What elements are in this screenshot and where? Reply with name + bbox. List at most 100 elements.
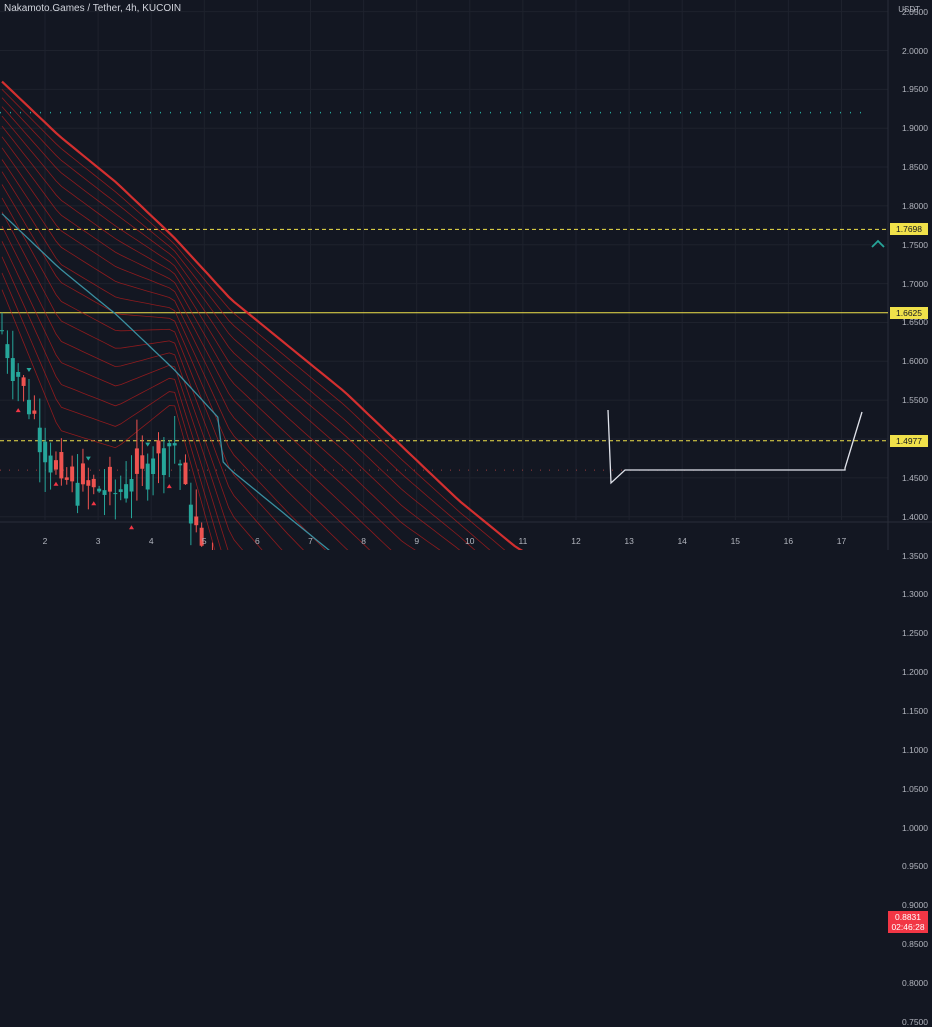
y-tick-label: 0.8000 bbox=[902, 977, 928, 988]
ma-ribbon-line bbox=[1, 211, 283, 550]
candle-body bbox=[113, 493, 118, 495]
y-tick-label: 1.3000 bbox=[902, 589, 928, 600]
x-tick-label: 3 bbox=[95, 536, 101, 546]
chart-title: Nakamoto.Games / Tether, 4h, KUCOIN bbox=[4, 3, 182, 14]
sell-signal-marker bbox=[15, 408, 21, 413]
x-tick-label: 4 bbox=[148, 536, 154, 546]
ma-ribbon-line bbox=[1, 136, 416, 550]
candle-body bbox=[10, 358, 15, 381]
x-tick-label: 12 bbox=[571, 536, 581, 546]
chevron-up-icon[interactable] bbox=[870, 236, 886, 252]
ma-ribbon-line bbox=[1, 80, 524, 550]
buy-signal-marker bbox=[26, 367, 32, 372]
y-tick-label: 1.9000 bbox=[902, 123, 928, 134]
candle-body bbox=[64, 477, 69, 480]
y-tick-label: 1.7000 bbox=[902, 278, 928, 289]
candle-body bbox=[145, 463, 150, 490]
y-tick-label: 1.2000 bbox=[902, 667, 928, 678]
current-price: 0.8831 bbox=[895, 912, 921, 923]
x-tick-label: 9 bbox=[414, 536, 420, 546]
y-tick-label: 1.4500 bbox=[902, 472, 928, 483]
y-tick-label: 1.4000 bbox=[902, 511, 928, 522]
candle-body bbox=[26, 399, 31, 415]
ma-ribbon-line bbox=[1, 241, 244, 550]
candle-body bbox=[43, 441, 48, 463]
candle-body bbox=[107, 466, 112, 492]
candle-body bbox=[199, 527, 204, 546]
candle-body bbox=[188, 504, 193, 524]
y-tick-label: 0.8500 bbox=[902, 939, 928, 950]
x-tick-label: 7 bbox=[308, 536, 313, 546]
candle-body bbox=[37, 427, 42, 453]
y-tick-label: 1.3500 bbox=[902, 550, 928, 561]
candle-body bbox=[102, 490, 107, 495]
ma-ribbon-line bbox=[1, 289, 216, 550]
candle-body bbox=[167, 443, 172, 447]
level-badge: 1.4977 bbox=[890, 434, 928, 447]
sell-signal-marker bbox=[129, 525, 135, 530]
x-tick-label: 10 bbox=[465, 536, 475, 546]
ma-ribbon-line bbox=[1, 89, 506, 550]
candle-body bbox=[48, 455, 53, 473]
ma-ribbon-line bbox=[1, 115, 461, 550]
x-tick-label: 5 bbox=[201, 536, 207, 546]
candle-body bbox=[91, 478, 96, 488]
y-tick-label: 0.7500 bbox=[902, 1016, 928, 1027]
y-tick-label: 1.1000 bbox=[902, 744, 928, 755]
y-tick-label: 1.9500 bbox=[902, 84, 928, 95]
y-tick-label: 1.6500 bbox=[902, 317, 928, 328]
ma-ribbon-line bbox=[1, 147, 392, 550]
candle-body bbox=[151, 458, 156, 474]
candle-body bbox=[161, 448, 166, 476]
candle-body bbox=[194, 516, 199, 526]
candle-body bbox=[140, 455, 145, 469]
candle-body bbox=[129, 479, 134, 492]
candle-body bbox=[80, 463, 85, 485]
ma-ribbon-line bbox=[1, 226, 263, 550]
sell-signal-marker bbox=[53, 481, 59, 486]
buy-signal-marker bbox=[85, 456, 91, 461]
ma-ribbon-line bbox=[1, 97, 491, 550]
candle-body bbox=[53, 460, 58, 470]
candle-body bbox=[134, 448, 139, 474]
ma-ribbon-line bbox=[1, 106, 476, 550]
sell-signal-marker bbox=[91, 501, 97, 506]
price-chart[interactable] bbox=[0, 0, 932, 550]
ma-ribbon-line bbox=[1, 159, 371, 550]
candle-body bbox=[5, 344, 10, 359]
x-tick-label: 2 bbox=[42, 536, 48, 546]
candle-body bbox=[70, 466, 75, 482]
candle-body bbox=[124, 484, 129, 499]
y-tick-label: 1.2500 bbox=[902, 628, 928, 639]
ma-ribbon-line bbox=[1, 184, 326, 550]
x-tick-label: 16 bbox=[783, 536, 794, 546]
candle-body bbox=[172, 443, 177, 446]
y-tick-label: 1.1500 bbox=[902, 705, 928, 716]
current-price-box: 0.8831 02:46:28 bbox=[888, 911, 928, 934]
y-tick-label: 1.7500 bbox=[902, 239, 928, 250]
x-tick-label: 6 bbox=[255, 536, 260, 546]
x-tick-label: 8 bbox=[361, 536, 366, 546]
candle-body bbox=[21, 377, 26, 386]
bar-countdown: 02:46:28 bbox=[891, 922, 925, 933]
candle-body bbox=[75, 482, 80, 506]
x-tick-label: 11 bbox=[518, 536, 528, 546]
x-tick-label: 17 bbox=[836, 536, 847, 546]
ma-ribbon-line bbox=[1, 171, 349, 550]
y-tick-label: 1.0500 bbox=[902, 783, 928, 794]
currency-label: USDT bbox=[898, 5, 920, 14]
level-badge: 1.7698 bbox=[890, 223, 928, 236]
ma-ribbon-line bbox=[1, 272, 222, 550]
ma-ribbon-line bbox=[1, 125, 441, 550]
candle-body bbox=[59, 452, 64, 479]
candle-body bbox=[118, 489, 123, 492]
y-tick-label: 0.9500 bbox=[902, 861, 928, 872]
x-tick-label: 13 bbox=[624, 536, 634, 546]
buy-signal-marker bbox=[145, 442, 151, 447]
teal-average-line bbox=[1, 213, 330, 550]
y-tick-label: 1.0000 bbox=[902, 822, 928, 833]
y-tick-label: 2.0500 bbox=[902, 6, 928, 17]
candle-body bbox=[16, 372, 21, 377]
candle-body bbox=[97, 488, 102, 492]
y-tick-label: 0.9000 bbox=[902, 900, 928, 911]
